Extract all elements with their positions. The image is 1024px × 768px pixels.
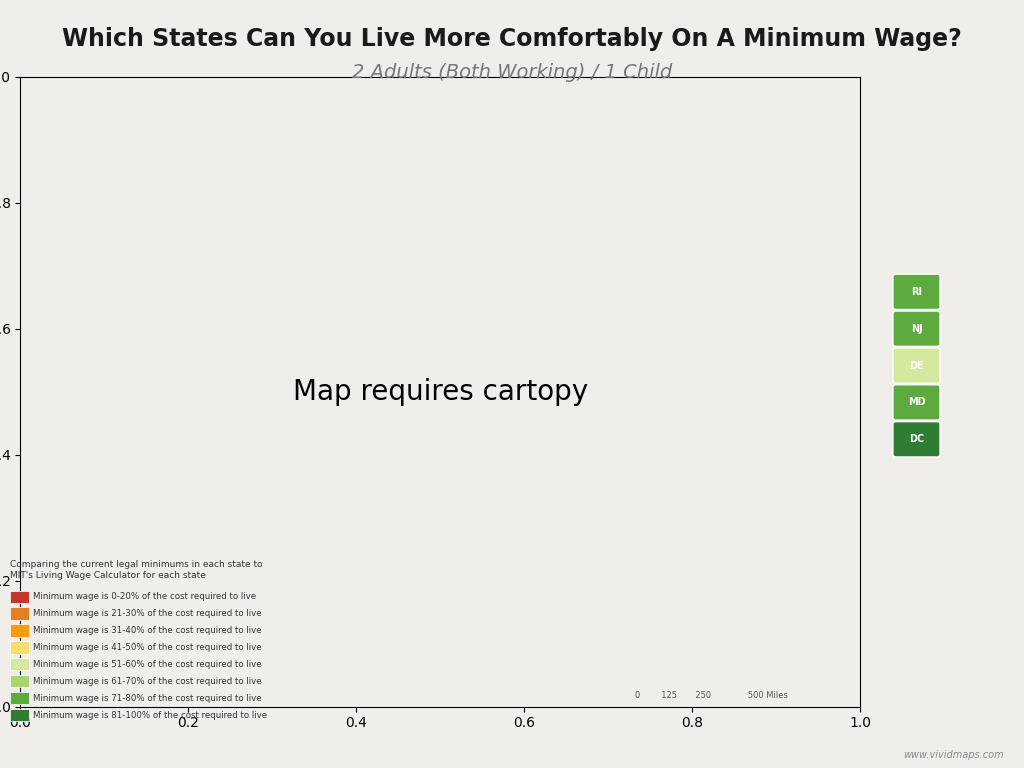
Text: Minimum wage is 21-30% of the cost required to live: Minimum wage is 21-30% of the cost requi… [33,609,261,618]
Text: Comparing the current legal minimums in each state to
MIT's Living Wage Calculat: Comparing the current legal minimums in … [10,561,263,580]
FancyBboxPatch shape [893,274,940,310]
Text: 0        125       250              500 Miles: 0 125 250 500 Miles [635,690,787,700]
Text: Minimum wage is 0-20% of the cost required to live: Minimum wage is 0-20% of the cost requir… [33,592,256,601]
Text: Minimum wage is 51-60% of the cost required to live: Minimum wage is 51-60% of the cost requi… [33,660,261,669]
Text: DC: DC [909,434,924,445]
Text: Minimum wage is 41-50% of the cost required to live: Minimum wage is 41-50% of the cost requi… [33,643,261,652]
Text: Map requires cartopy: Map requires cartopy [293,378,588,406]
Text: Minimum wage is 31-40% of the cost required to live: Minimum wage is 31-40% of the cost requi… [33,626,261,635]
FancyBboxPatch shape [893,311,940,346]
Bar [10,624,29,637]
Bar [10,641,29,654]
Text: NJ: NJ [910,323,923,334]
Text: MD: MD [907,397,926,408]
Text: 2 Adults (Both Working) / 1 Child: 2 Adults (Both Working) / 1 Child [352,63,672,82]
Text: Which States Can You Live More Comfortably On A Minimum Wage?: Which States Can You Live More Comfortab… [62,27,962,51]
Bar [10,709,29,721]
Text: RI: RI [911,286,922,297]
Text: www.vividmaps.com: www.vividmaps.com [903,750,1004,760]
Bar [10,675,29,687]
Bar [10,658,29,670]
Bar [10,692,29,704]
Text: Minimum wage is 61-70% of the cost required to live: Minimum wage is 61-70% of the cost requi… [33,677,261,686]
FancyBboxPatch shape [893,385,940,420]
Text: Minimum wage is 71-80% of the cost required to live: Minimum wage is 71-80% of the cost requi… [33,694,261,703]
FancyBboxPatch shape [893,422,940,457]
Bar [10,591,29,603]
Bar [10,607,29,620]
FancyBboxPatch shape [893,348,940,383]
Text: Minimum wage is 81-100% of the cost required to live: Minimum wage is 81-100% of the cost requ… [33,710,267,720]
Text: DE: DE [909,360,924,371]
